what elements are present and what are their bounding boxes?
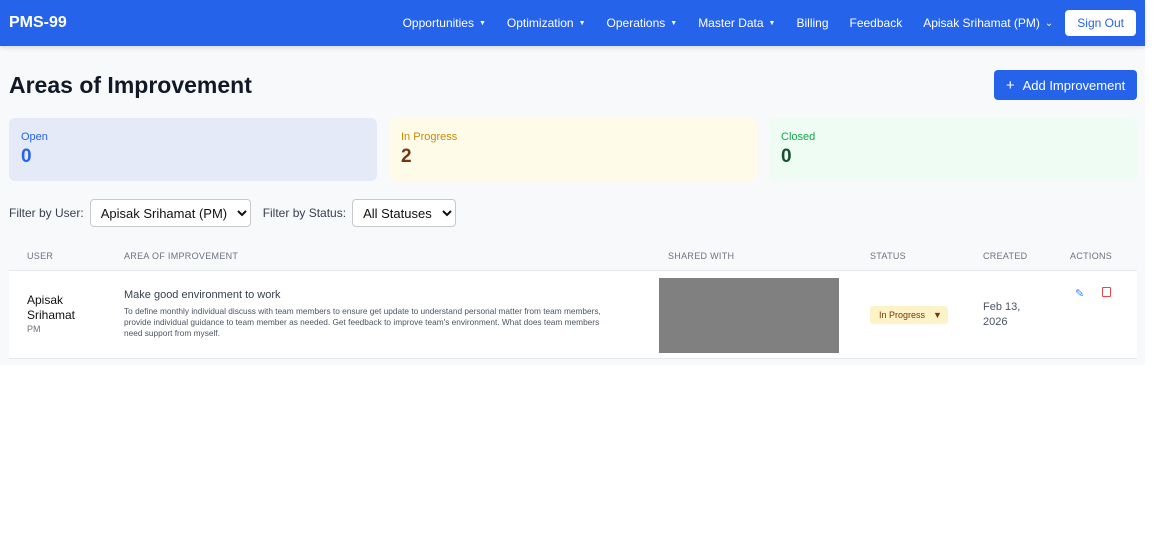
filter-user-select[interactable]: Apisak Srihamat (PM) bbox=[89, 199, 251, 227]
plus-icon: + bbox=[1005, 76, 1015, 94]
chevron-down-icon: ⌄ bbox=[1044, 17, 1054, 29]
nav-master-data[interactable]: Master Data ▼ bbox=[698, 16, 775, 30]
add-improvement-button[interactable]: + Add Improvement bbox=[994, 70, 1137, 100]
row-user-role: PM bbox=[27, 324, 41, 334]
chevron-down-icon: ▼ bbox=[933, 310, 942, 320]
nav-label: Optimization bbox=[506, 16, 574, 30]
summary-label: Closed bbox=[781, 131, 816, 143]
nav-label: Opportunities bbox=[402, 16, 474, 30]
status-select[interactable]: In Progress ▼ bbox=[870, 306, 948, 324]
caret-down-icon: ▼ bbox=[478, 19, 486, 27]
filter-user-label: Filter by User: bbox=[9, 206, 84, 220]
filter-status-label: Filter by Status: bbox=[262, 206, 347, 220]
row-description: To define monthly individual discuss wit… bbox=[124, 306, 601, 338]
filter-status-select[interactable]: All Statuses bbox=[352, 199, 457, 227]
status-value: In Progress bbox=[879, 310, 926, 320]
improvements-table: USER AREA OF IMPROVEMENT SHARED WITH STA… bbox=[9, 241, 1137, 359]
row-created: Feb 13, 2026 bbox=[983, 301, 1021, 328]
col-area: AREA OF IMPROVEMENT bbox=[124, 251, 239, 261]
summary-closed: Closed 0 bbox=[769, 118, 1137, 181]
row-user-name: Apisak Srihamat bbox=[27, 293, 76, 322]
nav-feedback[interactable]: Feedback bbox=[849, 16, 903, 30]
table-header: USER AREA OF IMPROVEMENT SHARED WITH STA… bbox=[9, 241, 1137, 271]
caret-down-icon: ▼ bbox=[578, 19, 586, 27]
summary-label: In Progress bbox=[401, 131, 458, 143]
edit-icon[interactable]: ✎ bbox=[1075, 288, 1085, 300]
summary-in-progress: In Progress 2 bbox=[389, 118, 757, 181]
table-row: Apisak Srihamat PM Make good environment… bbox=[9, 271, 1137, 359]
caret-down-icon: ▼ bbox=[768, 19, 776, 27]
app: PMS-99 Opportunities ▼ Optimization ▼ Oper… bbox=[0, 0, 1145, 359]
nav-opportunities[interactable]: Opportunities ▼ bbox=[403, 16, 486, 30]
nav-operations[interactable]: Operations ▼ bbox=[607, 16, 678, 30]
add-improvement-label: Add Improvement bbox=[1022, 77, 1126, 93]
summary-value: 2 bbox=[401, 146, 412, 167]
nav-billing[interactable]: Billing bbox=[796, 16, 829, 30]
nav-optimization[interactable]: Optimization ▼ bbox=[507, 16, 586, 30]
shared-with-redacted bbox=[659, 278, 839, 353]
summary-open: Open 0 bbox=[9, 118, 377, 181]
summary-label: Open bbox=[21, 131, 48, 143]
col-shared: SHARED WITH bbox=[668, 251, 735, 261]
page-title: Areas of Improvement bbox=[9, 72, 252, 98]
col-actions: ACTIONS bbox=[1070, 251, 1113, 261]
col-created: CREATED bbox=[983, 251, 1028, 261]
caret-down-icon: ▼ bbox=[670, 19, 678, 27]
sign-out-button[interactable]: Sign Out bbox=[1065, 10, 1136, 36]
nav-label: Operations bbox=[606, 16, 666, 30]
delete-icon[interactable] bbox=[1102, 287, 1111, 297]
summary-value: 0 bbox=[781, 146, 792, 167]
nav-label: Master Data bbox=[698, 16, 764, 30]
row-title: Make good environment to work bbox=[124, 289, 281, 301]
brand-logo[interactable]: PMS-99 bbox=[9, 14, 67, 31]
user-name: Apisak Srihamat (PM) bbox=[923, 16, 1040, 30]
user-menu[interactable]: Apisak Srihamat (PM) ⌄ bbox=[923, 16, 1053, 30]
col-status: STATUS bbox=[870, 251, 906, 261]
col-user: USER bbox=[27, 251, 54, 261]
navbar: PMS-99 Opportunities ▼ Optimization ▼ Oper… bbox=[0, 0, 1145, 46]
summary-value: 0 bbox=[21, 146, 32, 167]
